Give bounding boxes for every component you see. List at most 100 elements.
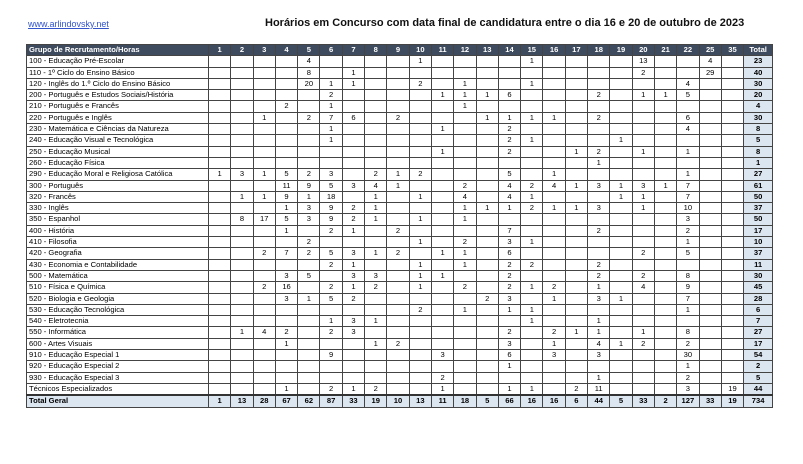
cell-hours-21 bbox=[653, 224, 678, 238]
row-total: 11 bbox=[743, 258, 774, 271]
cell-hours-18: 1 bbox=[587, 371, 611, 384]
cell-hours-25 bbox=[698, 156, 722, 170]
cell-hours-19 bbox=[609, 382, 633, 396]
cell-hours-10 bbox=[408, 111, 432, 125]
cell-hours-18 bbox=[587, 77, 611, 91]
cell-hours-1 bbox=[207, 371, 232, 384]
cell-hours-7 bbox=[341, 89, 366, 102]
row-total: 8 bbox=[743, 123, 774, 136]
cell-hours-11: 1 bbox=[430, 145, 455, 158]
cell-hours-18: 3 bbox=[587, 349, 611, 362]
cell-hours-11 bbox=[430, 315, 455, 328]
cell-hours-1 bbox=[207, 360, 232, 373]
cell-hours-21 bbox=[653, 55, 678, 68]
cell-hours-4: 5 bbox=[274, 168, 299, 181]
cell-hours-35 bbox=[720, 360, 745, 373]
cell-hours-1 bbox=[207, 269, 232, 283]
cell-hours-5: 2 bbox=[297, 111, 321, 125]
cell-hours-13 bbox=[475, 303, 499, 317]
cell-hours-13 bbox=[475, 224, 499, 238]
cell-hours-1 bbox=[207, 224, 232, 238]
cell-hours-7 bbox=[341, 349, 366, 362]
cell-hours-1 bbox=[207, 179, 232, 192]
cell-hours-9 bbox=[386, 89, 410, 102]
cell-hours-35 bbox=[720, 281, 745, 294]
cell-hours-5 bbox=[297, 100, 321, 113]
cell-hours-12 bbox=[453, 292, 477, 305]
cell-hours-6: 1 bbox=[319, 123, 343, 136]
cell-hours-8 bbox=[364, 55, 388, 68]
cell-hours-18 bbox=[587, 100, 611, 113]
cell-hours-10: 1 bbox=[408, 213, 432, 226]
cell-hours-4 bbox=[274, 349, 299, 362]
cell-hours-12 bbox=[453, 315, 477, 328]
row-total: 17 bbox=[743, 337, 774, 351]
cell-hours-11 bbox=[430, 326, 455, 339]
cell-hours-3: 4 bbox=[252, 326, 276, 339]
cell-hours-10 bbox=[408, 89, 432, 102]
cell-hours-35 bbox=[720, 224, 745, 238]
cell-hours-14: 1 bbox=[497, 360, 522, 373]
cell-hours-5 bbox=[297, 315, 321, 328]
cell-hours-14 bbox=[497, 66, 522, 79]
cell-hours-3 bbox=[252, 156, 276, 170]
cell-hours-2 bbox=[230, 371, 254, 384]
cell-hours-19 bbox=[609, 66, 633, 79]
cell-hours-9 bbox=[386, 213, 410, 226]
cell-hours-20 bbox=[631, 236, 655, 249]
cell-hours-2 bbox=[230, 315, 254, 328]
cell-hours-15 bbox=[520, 156, 544, 170]
cell-hours-14: 4 bbox=[497, 179, 522, 192]
cell-hours-12: 2 bbox=[453, 281, 477, 294]
cell-hours-2 bbox=[230, 100, 254, 113]
cell-hours-21 bbox=[653, 213, 678, 226]
cell-hours-9 bbox=[386, 66, 410, 79]
table-row: 300 - Português 11 9 5 3 4 1 2 4 2 4 1 3 1 3 1 7 61 bbox=[26, 179, 774, 192]
cell-hours-21: 1 bbox=[653, 89, 678, 102]
cell-hours-4: 11 bbox=[274, 179, 299, 192]
cell-hours-11 bbox=[430, 66, 455, 79]
cell-hours-9: 2 bbox=[386, 224, 410, 238]
cell-hours-2: 1 bbox=[230, 190, 254, 204]
cell-hours-18: 11 bbox=[587, 382, 611, 396]
cell-hours-9 bbox=[386, 258, 410, 271]
cell-hours-35 bbox=[720, 55, 745, 68]
cell-hours-6: 2 bbox=[319, 382, 343, 396]
cell-hours-20 bbox=[631, 224, 655, 238]
cell-hours-14: 2 bbox=[497, 281, 522, 294]
cell-hours-3: 2 bbox=[252, 281, 276, 294]
cell-hours-3 bbox=[252, 100, 276, 113]
cell-hours-5 bbox=[297, 224, 321, 238]
cell-hours-6: 1 bbox=[319, 77, 343, 91]
cell-hours-10: 1 bbox=[408, 281, 432, 294]
cell-hours-5: 3 bbox=[297, 213, 321, 226]
cell-hours-13 bbox=[475, 55, 499, 68]
cell-hours-20 bbox=[631, 303, 655, 317]
cell-hours-9: 1 bbox=[386, 168, 410, 181]
cell-hours-4: 67 bbox=[274, 394, 299, 408]
cell-hours-19: 1 bbox=[609, 179, 633, 192]
cell-hours-21 bbox=[653, 371, 678, 384]
cell-hours-16 bbox=[542, 269, 566, 283]
cell-hours-3: 1 bbox=[252, 168, 276, 181]
cell-hours-17 bbox=[564, 89, 589, 102]
cell-hours-1 bbox=[207, 100, 232, 113]
cell-hours-22 bbox=[676, 134, 700, 147]
cell-hours-25 bbox=[698, 315, 722, 328]
group-name: 600 - Artes Visuais bbox=[26, 337, 209, 351]
cell-hours-2 bbox=[230, 247, 254, 260]
cell-hours-6 bbox=[319, 236, 343, 249]
cell-hours-5 bbox=[297, 89, 321, 102]
cell-hours-9 bbox=[386, 382, 410, 396]
cell-hours-3 bbox=[252, 77, 276, 91]
cell-hours-16: 2 bbox=[542, 281, 566, 294]
cell-hours-2 bbox=[230, 77, 254, 91]
cell-hours-3 bbox=[252, 145, 276, 158]
website-link[interactable]: www.arlindovsky.net bbox=[28, 19, 109, 29]
cell-hours-4: 1 bbox=[274, 337, 299, 351]
cell-hours-4 bbox=[274, 123, 299, 136]
cell-hours-8 bbox=[364, 326, 388, 339]
cell-hours-35 bbox=[720, 190, 745, 204]
cell-hours-12: 2 bbox=[453, 236, 477, 249]
cell-hours-10 bbox=[408, 371, 432, 384]
